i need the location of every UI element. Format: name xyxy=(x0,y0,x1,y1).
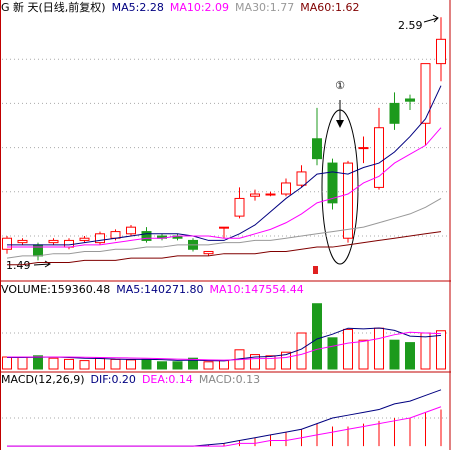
ma-line xyxy=(7,331,442,361)
ma-line xyxy=(7,85,442,246)
candle-body xyxy=(405,98,415,102)
legend-entry: MA30:1.77 xyxy=(235,1,295,14)
volume-bar xyxy=(420,332,431,370)
legend-entry: MACD:0.13 xyxy=(198,373,261,386)
volume-bar xyxy=(374,327,384,370)
volume-bar xyxy=(343,328,353,370)
volume-bar xyxy=(188,357,198,370)
max-arrow xyxy=(423,14,439,23)
ma-line xyxy=(7,389,442,447)
min-arrow xyxy=(33,260,51,268)
candle-body xyxy=(141,231,152,241)
candle-body xyxy=(265,193,276,196)
volume-bar xyxy=(141,358,152,370)
ma-line xyxy=(7,127,442,248)
volume-bar xyxy=(203,361,214,370)
legend-entry: G 新 天(日线,前复权) xyxy=(1,1,106,14)
volume-bar xyxy=(95,357,105,370)
candle-body xyxy=(420,63,431,124)
annotation: ① xyxy=(335,79,345,92)
annotation-arrowhead xyxy=(336,120,344,128)
legend-entry: MA5:140271.80 xyxy=(116,283,204,296)
annotation: 2.59 xyxy=(398,19,423,32)
candle-body xyxy=(358,147,369,150)
candle-body xyxy=(312,138,322,160)
volume-bar xyxy=(436,330,446,370)
legend-entry: MACD(12,26,9) xyxy=(1,373,85,386)
volume-bar xyxy=(358,339,369,370)
price-header: G 新 天(日线,前复权) MA5:2.28 MA10:2.09 MA30:1.77 M… xyxy=(1,1,359,14)
candle-body xyxy=(234,197,245,217)
candle-body xyxy=(296,171,307,186)
candle-body xyxy=(374,127,384,188)
candle-body xyxy=(110,231,121,239)
annotation: 1.49 xyxy=(6,259,31,272)
volume-bar xyxy=(219,360,229,370)
volume-bar xyxy=(296,332,307,370)
ma-line xyxy=(6,198,442,259)
ma-line xyxy=(7,231,442,266)
candle-body xyxy=(281,182,291,195)
volume-bar xyxy=(2,356,12,370)
macd-header: MACD(12,26,9) DIF:0.20 DEA:0.14 MACD:0.13 xyxy=(1,373,260,386)
volume-bar xyxy=(126,359,136,370)
legend-entry: DEA:0.14 xyxy=(141,373,193,386)
volume-bar xyxy=(172,361,183,370)
volume-bar xyxy=(33,355,43,370)
candle-body xyxy=(389,102,400,124)
legend-entry: DIF:0.20 xyxy=(90,373,136,386)
volume-bar xyxy=(281,351,291,370)
volume-bar xyxy=(405,342,415,370)
legend-entry: VOLUME:159360.48 xyxy=(1,283,111,296)
volume-bar xyxy=(157,361,167,370)
volume-header: VOLUME:159360.48 MA5:140271.80 MA10:147554… xyxy=(1,283,304,296)
volume-bar xyxy=(389,339,400,370)
legend-entry: MA60:1.62 xyxy=(300,1,360,14)
volume-bar xyxy=(265,355,276,370)
candle-body xyxy=(219,226,229,229)
event-marker[interactable] xyxy=(313,266,318,274)
ma-line xyxy=(7,327,442,362)
volume-bar xyxy=(17,356,28,370)
candle-body xyxy=(33,244,43,257)
ma-line xyxy=(7,406,442,447)
candle-body xyxy=(436,38,446,65)
volume-bar xyxy=(48,357,59,370)
legend-entry: MA10:147554.44 xyxy=(209,283,304,296)
volume-bar xyxy=(250,354,260,370)
volume-bar xyxy=(79,360,90,370)
candle-body xyxy=(250,193,260,197)
candle-body xyxy=(2,237,12,250)
volume-bar xyxy=(64,358,74,370)
candle-body xyxy=(48,239,59,244)
legend-entry: MA10:2.09 xyxy=(169,1,230,14)
candle-body xyxy=(79,237,90,241)
legend-entry: MA5:2.28 xyxy=(111,1,164,14)
candle-body xyxy=(203,250,214,255)
candle-body xyxy=(95,233,105,244)
candle-body xyxy=(64,239,74,248)
volume-bar xyxy=(110,358,121,370)
volume-bar xyxy=(312,303,322,370)
candle-body xyxy=(126,226,136,235)
candle-body xyxy=(343,162,353,239)
volume-bar xyxy=(327,337,338,370)
candle-body xyxy=(327,162,338,204)
candle-body xyxy=(17,239,28,244)
